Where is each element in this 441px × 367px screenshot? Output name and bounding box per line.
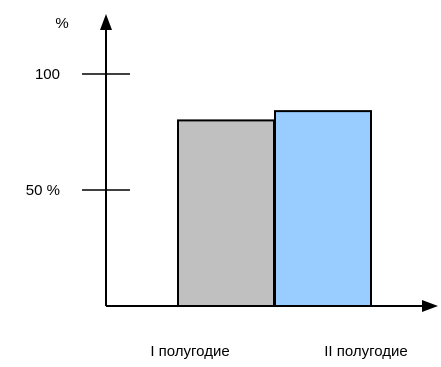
y-axis-unit-label: %	[55, 15, 68, 32]
bar-1	[177, 119, 275, 308]
x-axis-arrowhead	[422, 300, 438, 312]
x-category-labels: I полугодие II полугодие	[150, 343, 407, 360]
y-tick-label-50: 50 %	[26, 182, 60, 199]
y-ticks-group: 50 % 100	[26, 66, 130, 199]
bars-group	[177, 110, 372, 308]
y-tick-label-100: 100	[35, 66, 60, 83]
x-category-label-1: I полугодие	[150, 343, 229, 360]
y-axis-arrowhead	[100, 14, 112, 30]
bar-2	[274, 110, 372, 308]
x-category-label-2: II полугодие	[324, 343, 408, 360]
